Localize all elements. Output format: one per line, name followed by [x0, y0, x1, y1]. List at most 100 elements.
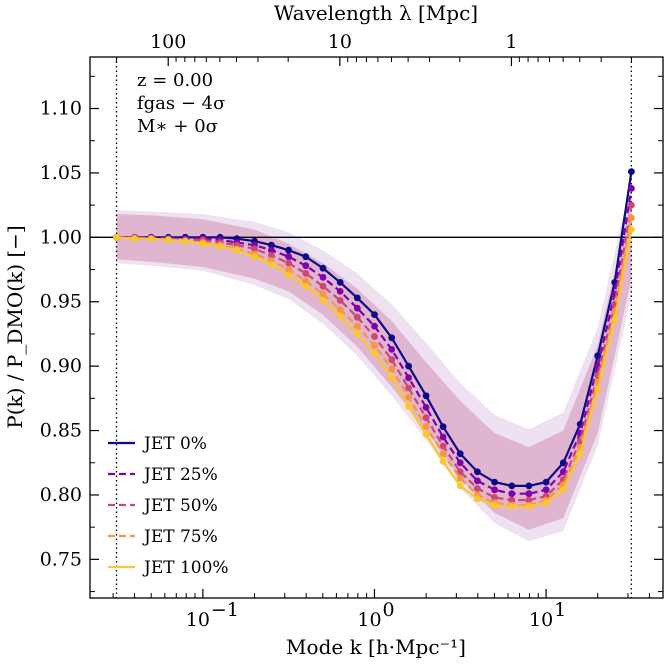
y-tick-label: 0.75	[40, 548, 82, 570]
y-tick-label: 0.80	[40, 484, 82, 506]
data-point	[405, 362, 412, 370]
data-point	[147, 235, 155, 243]
data-point	[422, 414, 430, 422]
annotation-block: z = 0.00 fgas − 4σ M∗ + 0σ	[137, 70, 225, 137]
x-tick-label: 10	[357, 609, 381, 631]
data-point	[268, 241, 275, 249]
data-point	[131, 235, 139, 243]
top-tick-label: 1	[505, 31, 517, 53]
data-point	[319, 273, 327, 281]
data-point	[405, 384, 412, 392]
data-point	[508, 490, 516, 498]
data-point	[491, 486, 498, 494]
data-point	[456, 450, 464, 458]
legend-label: JET 0%	[142, 434, 207, 454]
legend: JET 0% JET 25% JET 50% JET 75% JET 100%	[108, 434, 229, 578]
data-point	[165, 236, 172, 244]
data-point	[508, 482, 516, 490]
data-point	[405, 393, 412, 401]
data-point	[353, 294, 361, 302]
data-point	[388, 374, 396, 382]
annotation-fgas: fgas − 4σ	[137, 93, 225, 114]
data-point	[491, 478, 498, 486]
data-point	[371, 342, 378, 349]
data-point	[508, 496, 516, 504]
data-point	[302, 270, 310, 277]
data-point	[336, 297, 344, 304]
top-tick-label: 10	[328, 31, 352, 53]
y-tick-label: 0.90	[40, 355, 82, 377]
top-tick-label: 100	[150, 31, 186, 53]
data-point	[508, 503, 516, 510]
x-axis-label: Mode k [h·Mpc⁻¹]	[286, 635, 466, 659]
data-point	[302, 253, 310, 261]
plot-frame	[89, 56, 664, 599]
data-point	[371, 333, 378, 340]
data-point	[268, 246, 275, 254]
data-point	[559, 486, 567, 494]
data-point	[302, 262, 310, 270]
data-point	[525, 490, 533, 498]
data-point	[491, 494, 498, 501]
data-point	[542, 478, 550, 486]
y-tick-label: 1.10	[40, 98, 82, 120]
annotation-redshift: z = 0.00	[137, 70, 213, 91]
data-point	[113, 233, 120, 241]
data-point	[611, 316, 619, 324]
data-point	[542, 499, 550, 507]
data-point	[474, 485, 481, 492]
data-point	[353, 322, 361, 330]
x-tick-exponent: 0	[382, 599, 394, 621]
band-envelope-outer	[116, 179, 632, 542]
data-point	[388, 346, 396, 353]
x-tick-label: 10	[186, 609, 210, 631]
data-point	[388, 334, 396, 342]
data-point	[422, 431, 430, 438]
data-point	[285, 266, 292, 273]
data-point	[388, 356, 396, 364]
data-point	[285, 271, 292, 279]
data-point	[285, 259, 292, 267]
series-jet-100-	[113, 226, 635, 510]
data-point	[353, 330, 361, 338]
data-point	[371, 349, 378, 357]
data-point	[456, 474, 464, 482]
data-point	[336, 312, 344, 320]
data-point	[199, 240, 207, 248]
data-point	[422, 392, 430, 400]
legend-label: JET 50%	[142, 496, 218, 516]
data-point	[388, 365, 396, 373]
data-point	[439, 433, 447, 441]
data-point	[422, 404, 430, 411]
data-point	[336, 279, 344, 286]
data-point	[474, 495, 481, 503]
y-tick-label: 1.00	[40, 226, 82, 248]
data-point	[456, 482, 464, 490]
data-point	[285, 253, 292, 261]
data-point	[319, 282, 327, 290]
data-point	[371, 322, 378, 330]
band-envelope-inner	[116, 198, 632, 530]
data-point	[268, 261, 275, 268]
data-point	[474, 477, 481, 485]
data-point	[181, 237, 189, 245]
data-point	[422, 423, 430, 431]
uncertainty-bands	[116, 179, 632, 542]
y-axis-label: P(k) / P_DMO(k) [−]	[3, 225, 27, 428]
data-point	[405, 374, 412, 382]
y-tick-label: 0.95	[40, 291, 82, 313]
data-point	[628, 214, 635, 222]
x-tick-label: 10	[529, 609, 553, 631]
data-point	[628, 226, 635, 234]
data-point	[628, 168, 635, 176]
annotation-mstar: M∗ + 0σ	[137, 116, 218, 137]
data-point	[405, 402, 412, 410]
data-point	[576, 450, 584, 458]
top-axis-label: Wavelength λ [Mpc]	[274, 1, 478, 25]
legend-label: JET 75%	[142, 527, 218, 547]
data-point	[474, 468, 481, 476]
data-point	[353, 313, 361, 321]
data-point	[439, 458, 447, 465]
y-tick-label: 0.85	[40, 420, 82, 442]
